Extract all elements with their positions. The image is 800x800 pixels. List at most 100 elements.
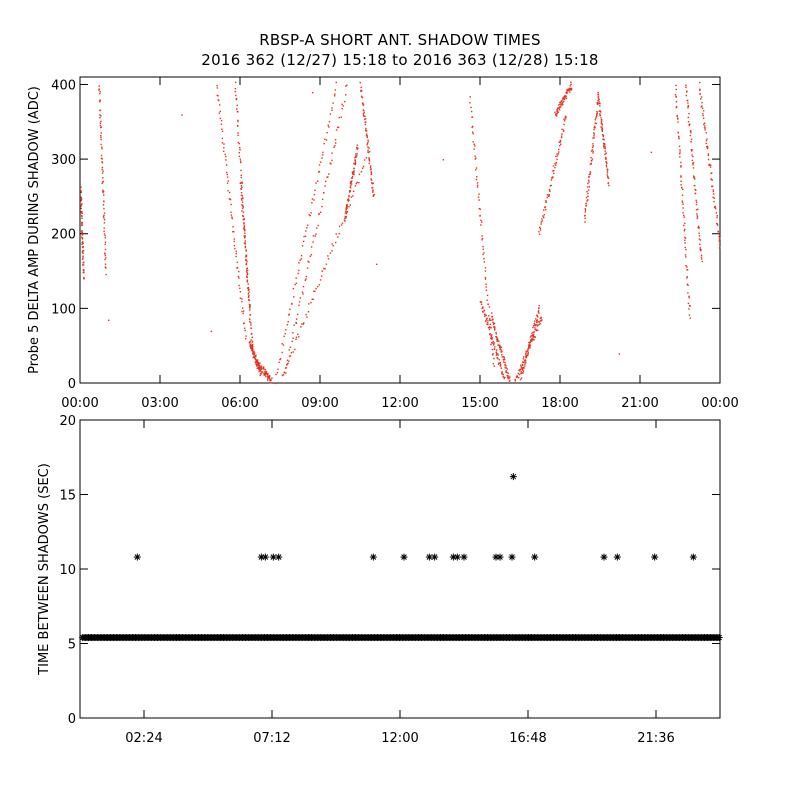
data-point: [283, 371, 285, 373]
data-point: [538, 226, 541, 229]
data-point: [484, 315, 486, 318]
data-point: [333, 95, 336, 97]
data-point: [560, 106, 562, 108]
data-point: [531, 332, 533, 334]
data-point: [544, 206, 546, 208]
data-point: [104, 243, 106, 245]
data-point: [524, 360, 527, 362]
data-point: [692, 175, 695, 177]
data-point: [245, 259, 247, 262]
data-point: [560, 100, 563, 103]
data-point: [353, 170, 355, 172]
data-point: [286, 359, 289, 361]
data-point: [367, 149, 369, 151]
data-point: [605, 160, 607, 163]
data-point: [258, 370, 260, 373]
data-point: [681, 200, 683, 202]
data-point: [241, 307, 244, 309]
data-point: [246, 274, 248, 276]
data-point: [683, 224, 685, 227]
data-point: [246, 280, 248, 283]
data-point: [521, 364, 524, 366]
data-point: [525, 354, 527, 357]
data-point: [243, 235, 245, 237]
data-point: [223, 143, 225, 145]
data-point: [570, 83, 572, 86]
data-point: [265, 375, 267, 378]
data-point: [256, 359, 258, 361]
data-point: [568, 88, 571, 90]
data-point: [593, 133, 595, 135]
data-point: [695, 189, 697, 191]
data-point: [222, 150, 225, 153]
data-point: [695, 203, 698, 206]
data-point: [239, 158, 242, 160]
data-point: [298, 336, 300, 338]
data-point: [545, 200, 547, 202]
data-point: [250, 346, 253, 348]
data-point: [345, 94, 347, 96]
data-point: [495, 354, 498, 356]
data-point: [258, 367, 260, 369]
data-point: [681, 194, 684, 196]
scatter-series: [469, 96, 495, 367]
data-point: [346, 211, 348, 213]
data-point: [237, 134, 239, 137]
data-point: [98, 100, 101, 102]
data-point: [589, 171, 592, 173]
data-point: [241, 197, 244, 199]
x-tick-label: 12:00: [381, 396, 418, 411]
data-point: [559, 141, 561, 143]
data-point: [262, 367, 265, 369]
data-point: [509, 473, 517, 481]
data-point: [239, 160, 242, 162]
data-point: [341, 107, 344, 110]
data-point: [324, 268, 326, 270]
data-point: [254, 355, 257, 358]
data-point: [232, 225, 234, 228]
data-point: [564, 118, 567, 120]
data-point: [530, 340, 533, 343]
data-point: [701, 101, 703, 104]
data-point: [361, 167, 364, 169]
data-point: [531, 553, 539, 561]
data-point: [508, 377, 510, 380]
data-point: [521, 363, 524, 366]
y-axis-label: Probe 5 DELTA AMP DURING SHADOW (ADC): [27, 86, 42, 374]
data-point: [290, 351, 293, 354]
data-point: [321, 205, 323, 208]
data-point: [683, 230, 686, 232]
data-point: [493, 365, 495, 367]
data-point: [251, 343, 254, 346]
data-point: [335, 241, 337, 244]
data-point: [592, 150, 594, 153]
data-point: [475, 167, 478, 169]
data-point: [264, 368, 266, 371]
data-point: [400, 553, 408, 561]
data-point: [221, 137, 224, 140]
data-point: [80, 191, 82, 194]
data-point: [103, 207, 105, 210]
data-point: [364, 123, 367, 126]
data-point: [269, 375, 271, 377]
data-point: [246, 279, 249, 281]
data-point: [533, 339, 535, 341]
data-point: [315, 182, 317, 184]
data-point: [520, 372, 522, 375]
data-point: [563, 123, 565, 126]
data-point: [265, 372, 268, 374]
data-point: [354, 185, 357, 187]
data-point: [688, 295, 690, 298]
data-point: [250, 339, 252, 341]
data-point: [592, 152, 594, 154]
data-point: [368, 147, 370, 149]
data-point: [80, 190, 82, 192]
data-point: [335, 81, 337, 84]
data-point: [597, 94, 600, 96]
data-point: [239, 146, 241, 149]
data-point: [326, 176, 328, 178]
data-point: [681, 201, 684, 203]
data-point: [482, 253, 484, 256]
data-point: [325, 139, 328, 141]
data-point: [684, 242, 686, 244]
